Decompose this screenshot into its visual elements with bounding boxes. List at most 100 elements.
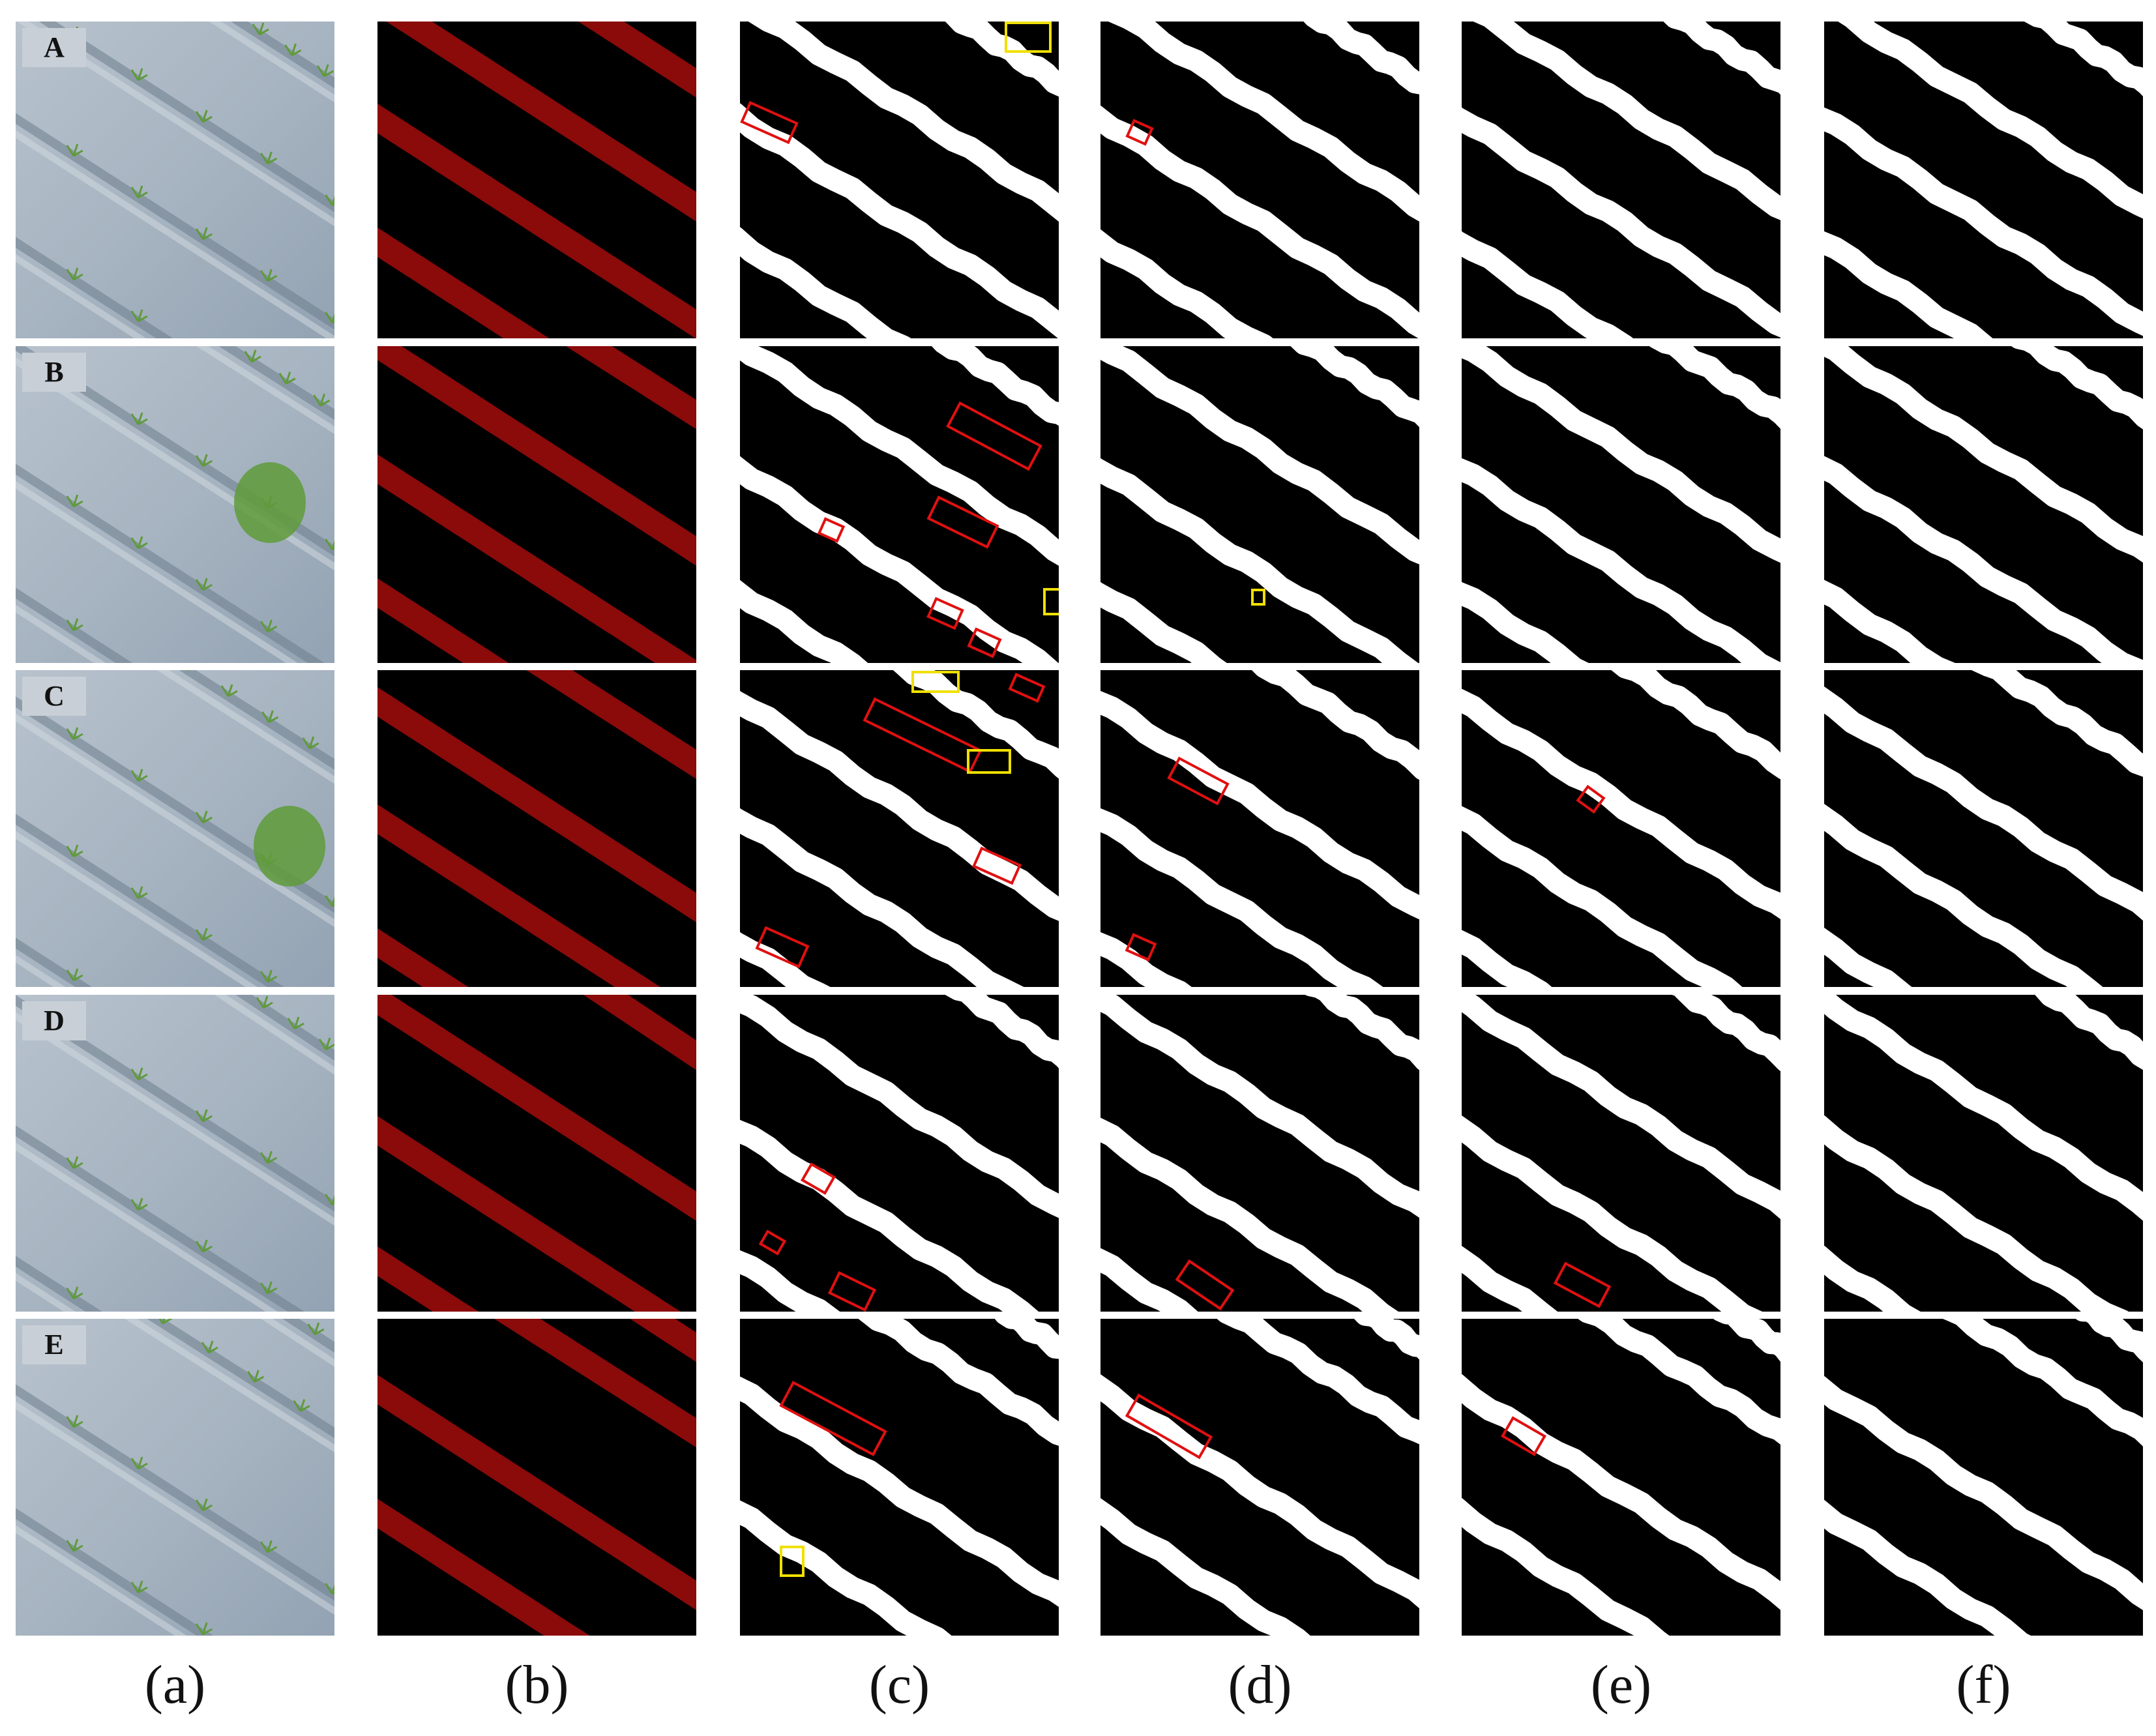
error-box-yellow: [967, 749, 1011, 774]
predicted-row-stripe: [1100, 1117, 1398, 1312]
predicted-row-stripe: [1824, 456, 2143, 663]
panel-e-e: [1462, 1319, 1780, 1636]
ridge-line: [16, 254, 147, 338]
prediction-image: [1824, 346, 2143, 663]
ground-truth-row-stripe: [494, 1319, 696, 1448]
furrow-line: [231, 22, 334, 89]
predicted-row-stripe: [945, 22, 1059, 96]
prediction-image: [1100, 670, 1419, 987]
predicted-row-stripe: [1217, 1319, 1419, 1445]
furrow-line: [16, 587, 133, 663]
ground-truth-row-stripe: [377, 804, 660, 987]
predicted-row-stripe: [1824, 1376, 2143, 1611]
predicted-row-stripe: [1824, 1115, 2129, 1312]
ground-truth-row-stripe: [377, 578, 509, 663]
seedling-mark: [325, 1194, 334, 1206]
ground-truth-row-stripe: [377, 104, 696, 338]
predicted-row-stripe: [740, 227, 911, 338]
error-box-red: [1167, 756, 1230, 806]
row-label: C: [22, 677, 86, 716]
panel-d-d: [1100, 995, 1419, 1312]
error-box-yellow: [911, 671, 960, 693]
error-box-red: [1125, 933, 1157, 962]
seedling-mark: [66, 1415, 83, 1428]
ridge-line: [16, 831, 258, 987]
seedling-mark: [325, 895, 334, 907]
ridge-line: [156, 670, 334, 784]
predicted-row-stripe: [1824, 346, 2143, 563]
predicted-row-stripe: [740, 808, 1024, 987]
seedling-mark: [252, 22, 269, 36]
error-box-red: [755, 926, 810, 969]
ground-truth-row-stripe: [377, 228, 550, 338]
seedling-mark: [130, 412, 148, 426]
predicted-row-stripe: [1663, 22, 1780, 95]
furrow-line: [235, 995, 334, 1061]
predicted-row-stripe: [1462, 231, 1633, 338]
ground-truth-row-stripe: [377, 346, 696, 566]
predicted-row-stripe: [1100, 1248, 1198, 1312]
seedling-mark: [66, 143, 83, 157]
ground-truth-row-stripe: [526, 670, 696, 780]
predicted-row-stripe: [1100, 581, 1227, 663]
predicted-row-stripe: [1578, 1319, 1780, 1445]
column-label: (c): [868, 1655, 930, 1715]
predicted-row-stripe: [740, 1376, 1059, 1607]
ground-truth-image: [377, 995, 696, 1312]
error-box-red: [827, 1271, 877, 1312]
panel-a-a: A: [16, 22, 334, 338]
prediction-image: [1100, 22, 1419, 338]
seedling-mark: [66, 1286, 83, 1300]
furrow-line: [16, 814, 284, 987]
predicted-row-stripe: [1942, 1319, 2143, 1447]
seedling-mark: [260, 619, 278, 633]
prediction-image: [1462, 995, 1780, 1312]
seedling-mark: [260, 269, 278, 282]
seedling-mark: [66, 1156, 83, 1170]
panel-d-e: [1462, 995, 1780, 1312]
ridge-line: [209, 22, 334, 103]
predicted-row-stripe: [1462, 1115, 1763, 1312]
predicted-row-stripe: [740, 932, 831, 987]
seedling-mark: [195, 1622, 213, 1636]
error-box-red: [1175, 1259, 1235, 1311]
seedling-mark: [158, 1319, 173, 1325]
predicted-row-stripe: [1462, 581, 1589, 663]
predicted-row-stripe: [1824, 804, 2103, 987]
error-box-yellow: [1043, 588, 1059, 615]
ground-truth-row-stripe: [377, 995, 696, 1221]
predicted-row-stripe: [1462, 688, 1780, 919]
error-box-yellow: [1005, 22, 1052, 53]
prediction-image: [1824, 670, 2143, 987]
mask-background: [1100, 1319, 1419, 1636]
error-box-red: [926, 596, 964, 630]
predicted-row-stripe: [740, 1500, 952, 1636]
furrow-line: [16, 1256, 102, 1312]
predicted-row-stripe: [932, 346, 1059, 426]
seedling-mark: [195, 1109, 213, 1123]
prediction-image: [740, 346, 1059, 663]
panel-c-e: [1462, 670, 1780, 987]
ground-truth-row-stripe: [377, 1246, 479, 1312]
panel-b-d: [1100, 346, 1419, 663]
predicted-row-stripe: [1971, 670, 2143, 777]
prediction-image: [1462, 346, 1780, 663]
predicted-row-stripe: [1671, 995, 1780, 1072]
furrow-line: [282, 1319, 334, 1353]
error-box-red: [758, 1229, 787, 1256]
predicted-row-stripe: [740, 456, 1059, 663]
prediction-image: [740, 995, 1059, 1312]
error-box-red: [740, 100, 799, 145]
seedling-mark: [130, 1198, 148, 1211]
seedling-mark: [66, 1538, 83, 1552]
predicted-row-stripe: [945, 995, 1059, 1068]
panel-a-c: [740, 22, 1059, 338]
panel-c-d: [1100, 670, 1419, 987]
error-box-yellow: [780, 1546, 805, 1577]
mask-background: [1824, 670, 2143, 987]
predicted-row-stripe: [740, 346, 1059, 566]
ridge-line: [16, 1142, 278, 1312]
panel-e-b: [377, 1319, 696, 1636]
predicted-row-stripe: [740, 103, 1059, 338]
column-label: (f): [1956, 1655, 2011, 1715]
